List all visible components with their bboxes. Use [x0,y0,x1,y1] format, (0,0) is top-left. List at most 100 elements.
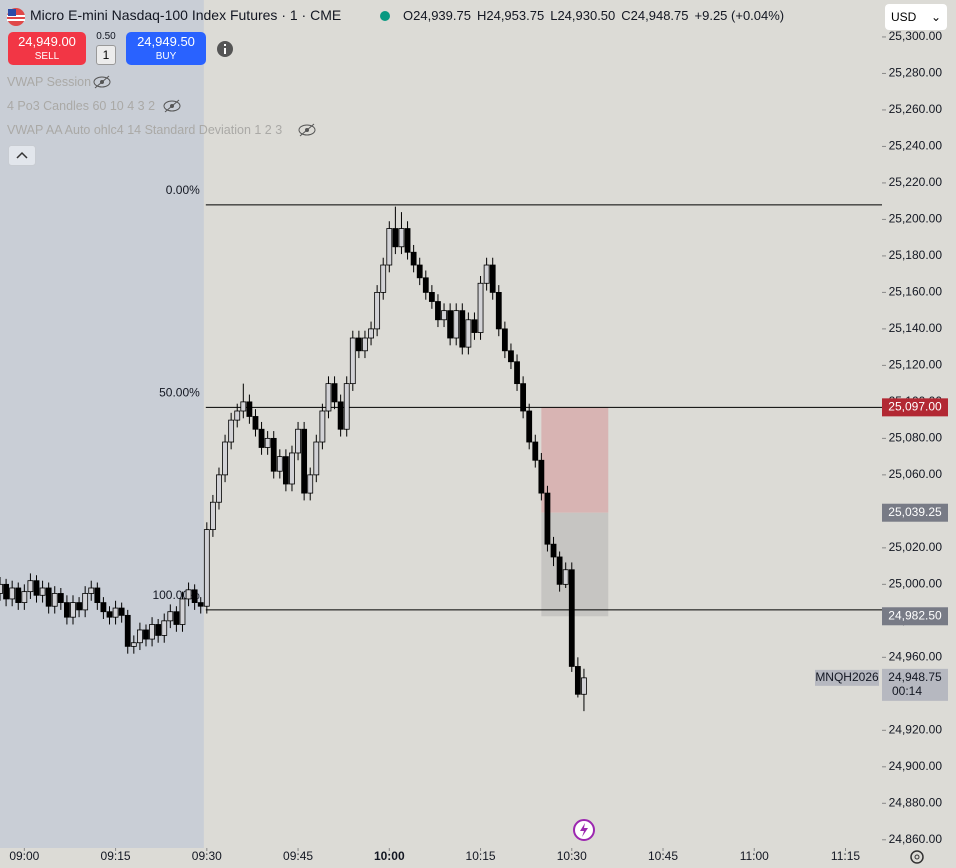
chevron: ⌄ [930,10,941,24]
candle-body [355,337,362,352]
candle-body [508,350,514,363]
candle-body [374,291,381,330]
candle-body [234,410,241,421]
candle-body [264,437,271,448]
candle-body [349,337,356,385]
candle-body [465,319,472,348]
candle-body [459,310,466,348]
candle-body [15,587,22,603]
hidden-icon[interactable] [297,123,317,137]
candle-body [422,277,429,293]
time-axis [0,848,882,868]
buy-label: BUY [155,51,177,62]
candle-body [471,319,478,333]
sell-price: 24,949.00 [18,34,76,49]
currency-select[interactable]: USD ⌄ [885,4,947,30]
candle-body [289,452,295,485]
candle-body [544,492,551,545]
candle-body [574,666,581,695]
collapse-button[interactable] [8,145,36,166]
price-tag-label: 25,039.25 [888,505,942,519]
candle-body [39,587,46,596]
lightning-icon[interactable] [572,818,596,842]
candle-body [155,624,162,636]
ohlc-value: 24,948.75 [630,8,689,23]
candle-body [380,264,387,293]
candle-body [526,410,533,443]
candle-body [64,602,70,618]
hidden-icon[interactable] [162,99,182,113]
candle-body [112,607,119,618]
candle-body [252,416,259,430]
indicator-label[interactable]: 4 Po3 Candles 60 10 4 3 2 [7,99,156,113]
candle-body [137,629,143,644]
candle-body [88,587,95,594]
currency: USD [891,10,917,24]
candle-body [240,401,247,412]
candle-body [179,598,186,625]
candle-body [3,583,9,600]
y-tick-label: 24,880.00 [889,795,943,809]
candle-body [568,569,575,667]
candle-body [550,543,557,558]
ohlc-value: 24,953.75 [486,8,545,23]
y-tick-label: 25,080.00 [889,431,943,445]
target-zone [541,512,609,617]
candle-body [520,383,527,412]
fib-label: 0.00% [166,183,200,197]
candle-body [57,593,64,603]
countdown: 00:14 [892,684,922,698]
symbol-tag [815,669,879,686]
flag-icon [7,8,25,26]
candle-body [118,607,125,616]
y-tick-label: 25,000.00 [889,577,943,591]
candle-body [149,624,155,640]
candle-body [161,620,168,636]
session-shade [0,0,204,848]
buy-button[interactable]: 24,949.50 BUY [126,32,206,65]
symbol-title[interactable]: Micro E-mini Nasdaq-100 Index Futures · … [30,7,342,23]
candle-body [514,361,520,385]
candle-body [343,383,350,430]
candle-body [501,328,508,352]
info-icon[interactable] [216,40,234,58]
candle-body [435,301,441,321]
price-tag-label: 25,097.00 [888,400,942,414]
candle-body [453,310,460,339]
hidden-icon[interactable] [92,75,112,89]
candle-body [197,602,204,607]
sell-button[interactable]: 24,949.00 SELL [8,32,86,65]
candle-body [143,629,149,640]
indicator-label[interactable]: VWAP AA Auto ohlc4 14 Standard Deviation… [7,123,283,137]
candle-body [441,310,447,321]
sell-label: SELL [34,51,60,62]
candle-body [295,428,301,454]
candle-body [276,456,283,472]
candle-body [556,556,563,585]
quantity[interactable]: 1 [96,45,116,65]
candle-body [495,291,502,330]
candle-body [33,580,40,596]
y-tick-label: 24,860.00 [889,832,943,846]
candle-body [331,383,338,403]
candle-body [301,428,308,494]
candle-body [404,228,411,253]
symbol-label: MNQH2026 [815,670,879,684]
candle-body [581,677,587,695]
candle-body [392,228,399,248]
price-axis [882,0,956,868]
candle-body [209,501,216,531]
ohlc-readout: O24,939.75 H24,953.75 L24,930.50 C24,948.75… [403,8,784,23]
candle-body [173,611,180,625]
fib-label: 50.00% [159,386,200,400]
x-tick-label: 11:00 [740,849,769,863]
candle-body [222,441,228,476]
candle-body [562,569,569,585]
settings-icon[interactable] [909,849,925,865]
y-tick-label: 24,960.00 [889,649,943,663]
indicator-label[interactable]: VWAP Session [7,75,92,89]
x-tick-label: 11:15 [831,849,860,863]
candle-body [130,642,137,647]
